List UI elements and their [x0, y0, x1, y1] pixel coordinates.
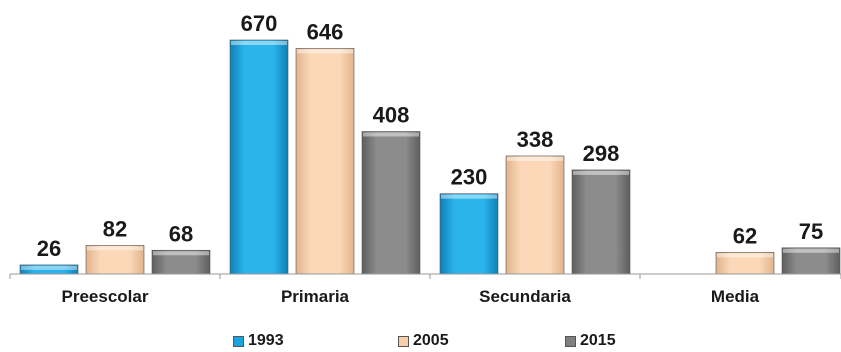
value-label-1993-secundaria: 230	[451, 165, 488, 190]
value-label-1993-primaria: 670	[241, 11, 278, 36]
value-label-2005-primaria: 646	[307, 19, 344, 44]
bar-highlight	[573, 170, 629, 175]
x-axis-ticks	[9, 274, 841, 279]
category-label-secundaria: Secundaria	[479, 287, 571, 306]
legend-item-2005: 2005	[398, 332, 449, 350]
value-label-2015-preescolar: 68	[169, 221, 193, 246]
bar-highlight	[231, 41, 287, 45]
value-label-2015-primaria: 408	[373, 103, 410, 128]
value-label-1993-preescolar: 26	[37, 236, 61, 261]
bar-2005-preescolar	[85, 245, 145, 275]
value-label-2005-preescolar: 82	[103, 216, 127, 241]
bar-2005-secundaria	[505, 155, 565, 275]
legend-swatch	[398, 335, 409, 347]
legend-item-1993: 1993	[233, 332, 284, 350]
bar-highlight	[507, 156, 563, 161]
bar-1993-primaria	[229, 39, 289, 275]
value-label-2015-secundaria: 298	[583, 141, 620, 166]
value-label-2005-media: 62	[733, 223, 757, 248]
bar-highlight	[441, 194, 497, 199]
bar-2015-media	[781, 247, 841, 275]
value-label-2005-secundaria: 338	[517, 127, 554, 152]
bar-highlight	[297, 49, 353, 54]
legend-label: 2015	[580, 332, 616, 349]
legend-item-2015: 2015	[565, 332, 616, 350]
value-labels-group: 26 670 230 82 646 338 62 68 408 298 75	[37, 11, 823, 261]
bar-2015-secundaria	[571, 169, 631, 275]
bar-2005-primaria	[295, 48, 355, 275]
bar-highlight	[153, 251, 209, 256]
bar-highlight	[87, 246, 143, 251]
bar-highlight	[717, 253, 773, 258]
bar-highlight	[783, 248, 839, 253]
bar-highlight	[363, 132, 419, 137]
bars-group	[19, 39, 841, 275]
value-label-2015-media: 75	[799, 219, 823, 244]
category-labels-group: Preescolar Primaria Secundaria Media	[62, 287, 760, 306]
legend-swatch	[565, 335, 576, 347]
bar-2015-primaria	[361, 131, 421, 275]
category-label-primaria: Primaria	[281, 287, 350, 306]
bar-1993-secundaria	[439, 193, 499, 275]
legend: 1993 2005 2015	[0, 332, 841, 352]
category-label-preescolar: Preescolar	[62, 287, 149, 306]
category-label-media: Media	[711, 287, 760, 306]
legend-label: 1993	[248, 332, 284, 349]
legend-label: 2005	[413, 332, 449, 349]
legend-swatch	[233, 335, 244, 347]
bar-highlight	[21, 265, 77, 270]
